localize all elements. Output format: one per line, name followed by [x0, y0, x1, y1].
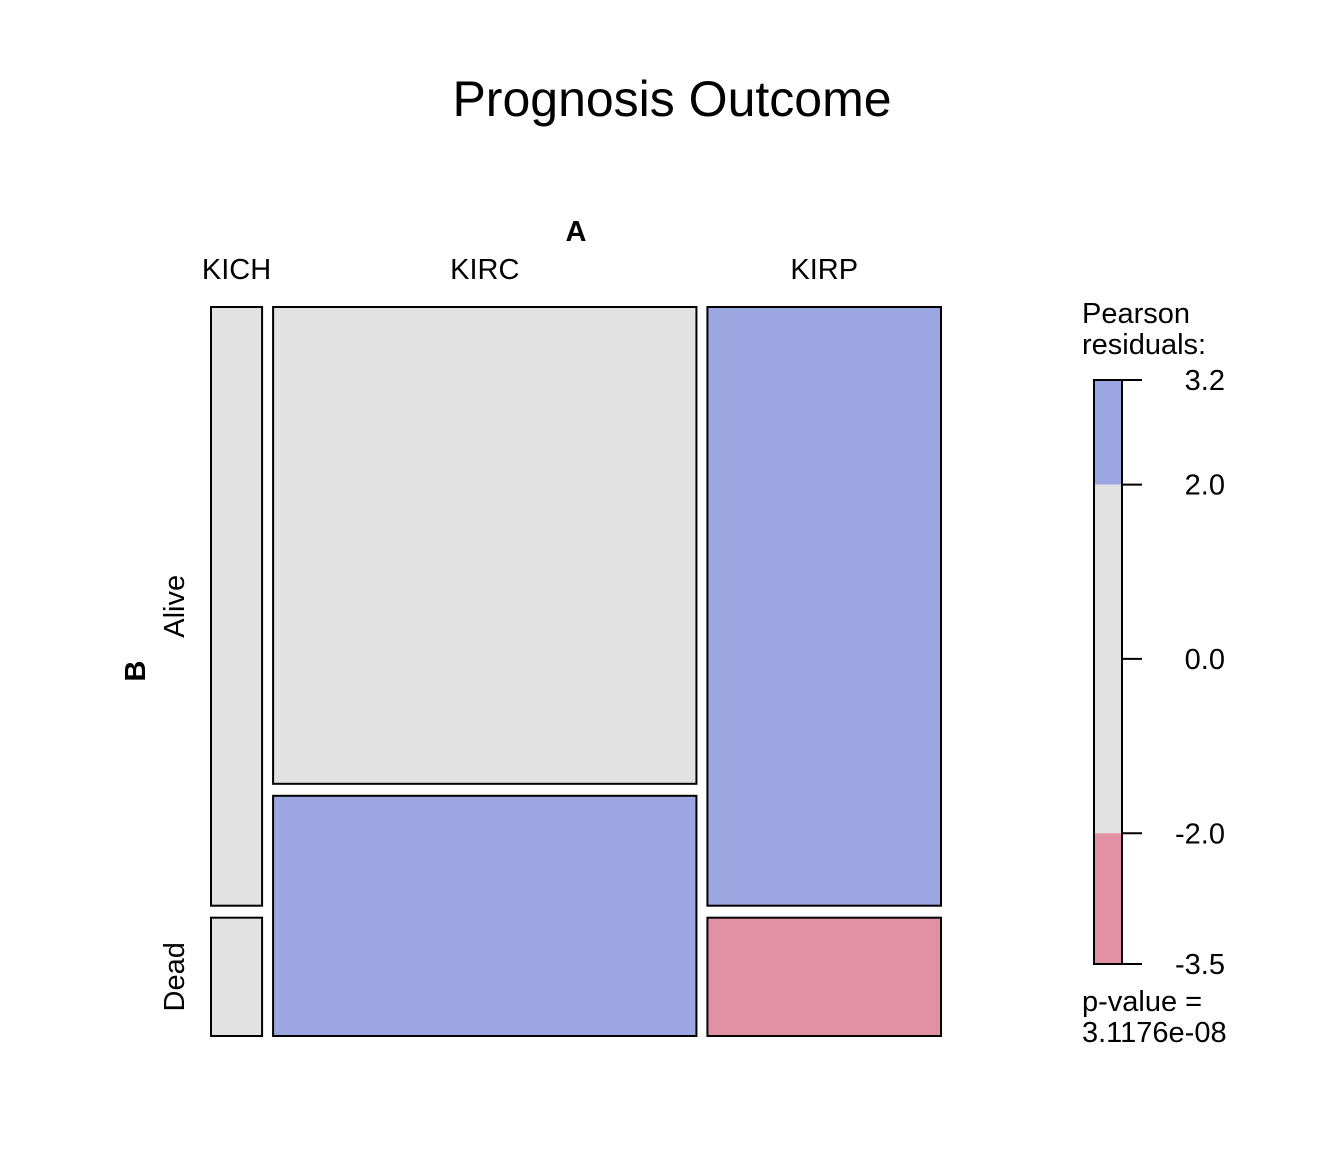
legend-tick-label-3: -2.0: [1175, 818, 1225, 850]
y-variable-label: B: [120, 661, 152, 682]
pvalue-line2: 3.1176e-08: [1082, 1017, 1227, 1049]
legend-band-1: [1094, 484, 1122, 834]
tile-kich-alive: [210, 306, 264, 907]
legend-tick-label-4: -3.5: [1175, 949, 1225, 981]
tile-kirp-alive: [706, 306, 942, 907]
legend-band-0: [1094, 380, 1122, 485]
legend-title-line1: Pearson: [1082, 298, 1190, 330]
x-variable-label: A: [566, 216, 587, 248]
legend-color-bar: [1093, 379, 1123, 965]
tile-kich-dead: [210, 916, 264, 1038]
x-category-labels: KICH KIRC KIRP: [202, 254, 858, 286]
x-category-label-kich: KICH: [202, 254, 271, 286]
tile-kirc-alive: [272, 306, 698, 785]
legend-ticks: 3.2 2.0 0.0 -2.0 -3.5: [1122, 365, 1225, 981]
legend-tick-label-0: 3.2: [1185, 365, 1225, 397]
chart-title: Prognosis Outcome: [452, 71, 891, 127]
y-category-labels: Alive Dead: [159, 575, 191, 1012]
legend-tick-label-2: 0.0: [1185, 644, 1225, 676]
x-category-label-kirc: KIRC: [450, 254, 519, 286]
y-category-label-alive: Alive: [159, 575, 191, 638]
pvalue-line1: p-value =: [1082, 986, 1202, 1018]
legend-tick-label-1: 2.0: [1185, 470, 1225, 502]
legend-title-line2: residuals:: [1082, 329, 1206, 361]
y-category-label-dead: Dead: [159, 942, 191, 1011]
legend-band-2: [1094, 833, 1122, 964]
tile-kirc-dead: [272, 794, 698, 1037]
legend-bar-border: [1093, 379, 1123, 965]
x-category-label-kirp: KIRP: [790, 254, 858, 286]
residuals-legend: Pearson residuals: 3.2 2.0 0.0 -2.0 -3.5 p-v…: [1082, 298, 1227, 1049]
mosaic-tiles: [210, 306, 942, 1038]
tile-kirp-dead: [706, 916, 942, 1038]
